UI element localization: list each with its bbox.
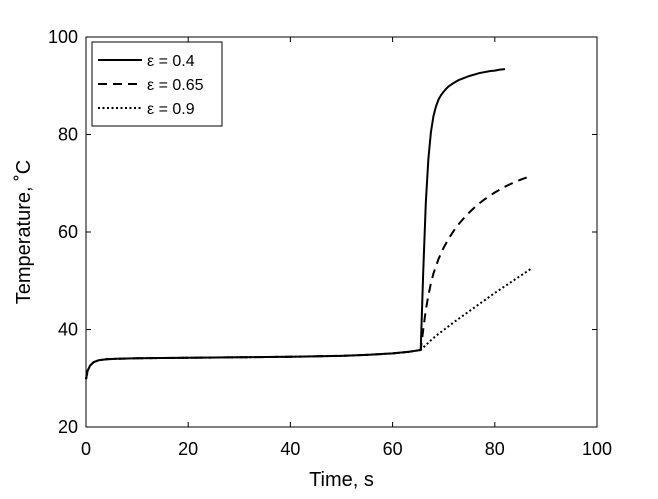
y-tick-label: 20 — [58, 417, 78, 437]
y-tick-label: 80 — [58, 125, 78, 145]
x-tick-label: 80 — [485, 439, 505, 459]
legend-label-2: ε = 0.65 — [147, 77, 204, 94]
x-tick-label: 60 — [383, 439, 403, 459]
series-line-3 — [85, 268, 532, 380]
series-line-2 — [85, 175, 531, 380]
y-tick-label: 100 — [48, 27, 78, 47]
y-tick-label: 60 — [58, 222, 78, 242]
series-layer — [85, 68, 532, 380]
y-tick-label: 40 — [58, 320, 78, 340]
legend-label-1: ε = 0.4 — [147, 53, 195, 70]
legend-label-3: ε = 0.9 — [147, 101, 195, 118]
legend: ε = 0.4 ε = 0.65 ε = 0.9 — [91, 41, 223, 127]
x-tick-label: 100 — [582, 439, 612, 459]
x-axis-label: Time, s — [309, 469, 374, 491]
x-tick-label: 40 — [280, 439, 300, 459]
x-tick-label: 20 — [178, 439, 198, 459]
y-axis-label: Temperature, ˚C — [13, 160, 35, 305]
x-tick-label: 0 — [81, 439, 91, 459]
